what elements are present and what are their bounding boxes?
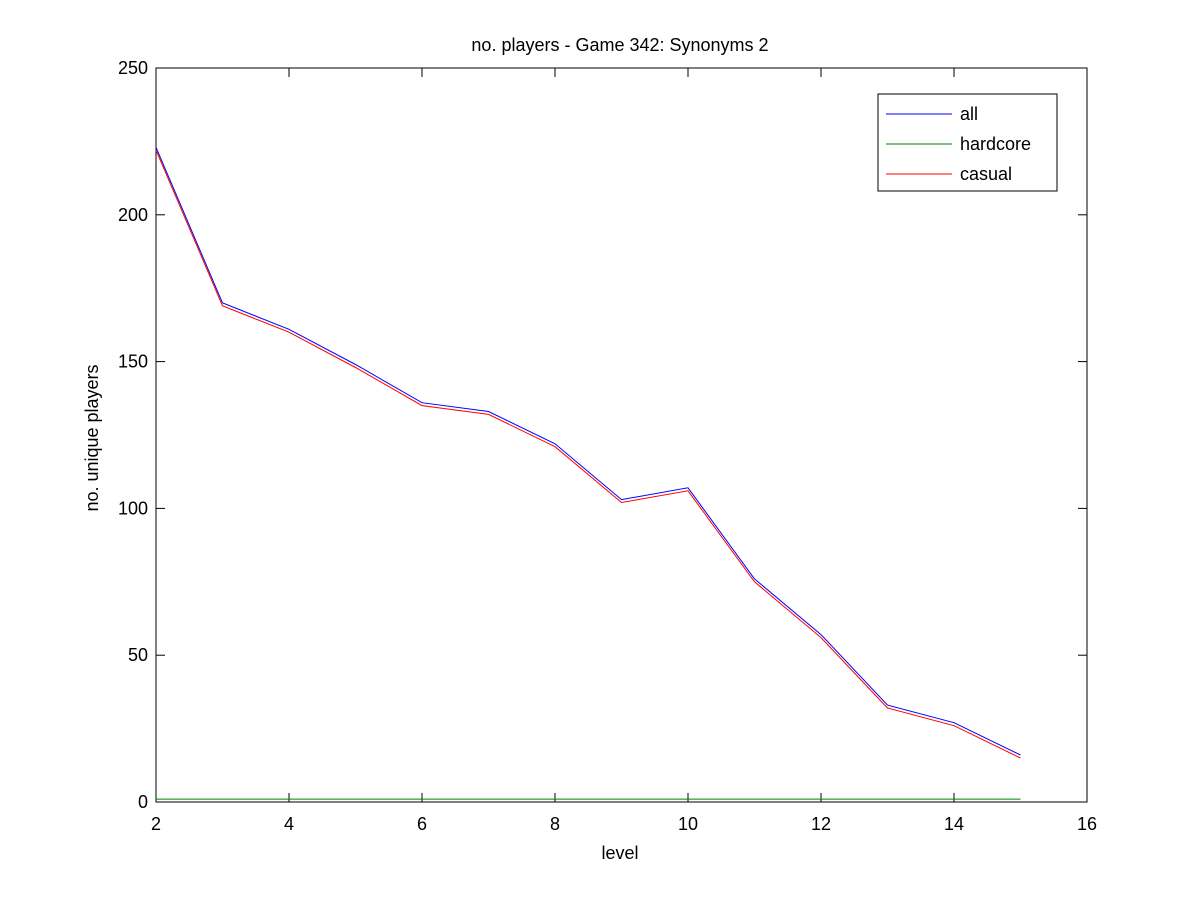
x-axis: 2 4 6 8 10 12 14 16 [151,68,1097,834]
legend-label-hardcore: hardcore [960,134,1031,154]
chart-title: no. players - Game 342: Synonyms 2 [471,35,768,55]
y-axis-label: no. unique players [82,364,102,511]
x-axis-label: level [601,843,638,863]
x-tick-label: 10 [678,814,698,834]
legend-box [877,93,1058,192]
x-tick-label: 12 [811,814,831,834]
series-lines [155,147,1021,800]
legend-label-all: all [960,104,978,124]
x-tick-label: 2 [151,814,161,834]
y-tick-label: 250 [118,58,148,78]
y-tick-label: 200 [118,205,148,225]
legend: all hardcore casual [877,93,1058,192]
y-tick-label: 100 [118,498,148,518]
series-line-casual [155,150,1021,759]
y-axis: 0 50 100 150 200 250 [118,58,1087,812]
x-tick-label: 6 [417,814,427,834]
x-tick-label: 16 [1077,814,1097,834]
x-tick-label: 4 [284,814,294,834]
series-line-all [155,147,1021,756]
x-tick-label: 8 [550,814,560,834]
y-tick-label: 50 [128,645,148,665]
y-tick-label: 150 [118,352,148,372]
legend-label-casual: casual [960,164,1012,184]
y-tick-label: 0 [138,792,148,812]
x-tick-label: 14 [944,814,964,834]
